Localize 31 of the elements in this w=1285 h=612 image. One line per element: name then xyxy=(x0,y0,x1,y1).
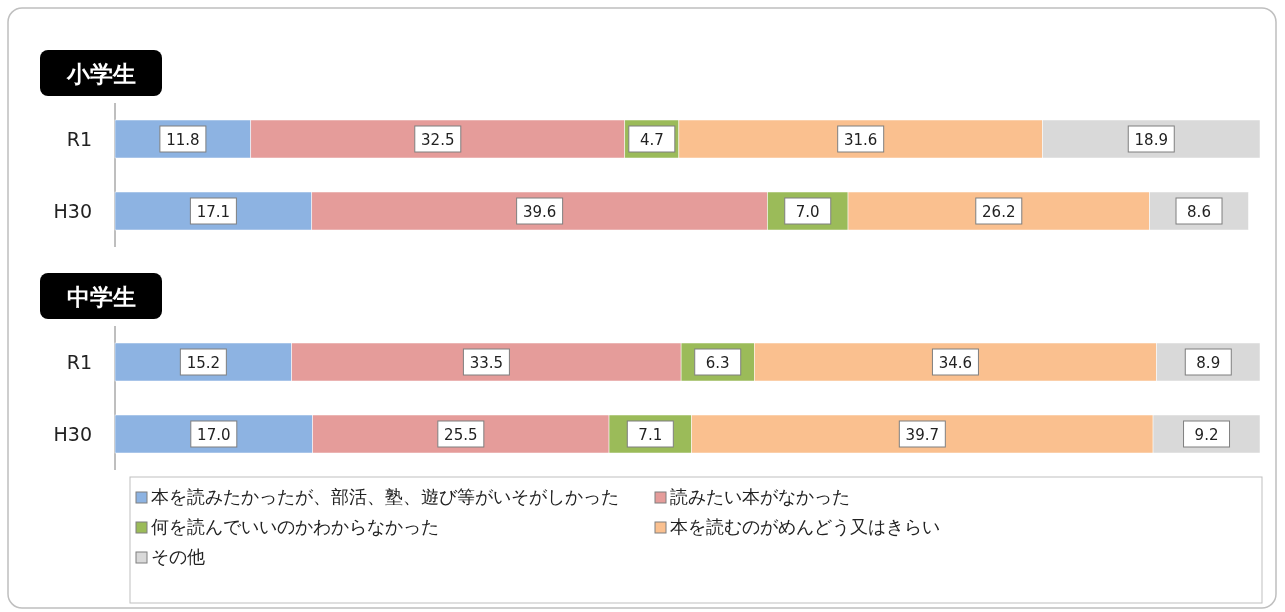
data-label: 34.6 xyxy=(938,354,973,372)
data-label: 39.7 xyxy=(905,426,940,444)
chart-title: 中学生 xyxy=(66,284,136,310)
data-label: 17.0 xyxy=(197,426,231,444)
data-label: 8.9 xyxy=(1196,354,1221,372)
data-label: 32.5 xyxy=(421,131,455,149)
data-label: 25.5 xyxy=(444,426,478,444)
data-label: 8.6 xyxy=(1187,203,1211,221)
data-label: 33.5 xyxy=(469,354,504,372)
chart-title: 小学生 xyxy=(65,61,136,87)
legend-label: 本を読みたかったが、部活、塾、遊び等がいそがしかった xyxy=(151,486,619,507)
legend-label: 本を読むのがめんどう又はきらい xyxy=(670,516,940,537)
legend-label: その他 xyxy=(151,546,205,567)
data-label: 7.0 xyxy=(795,203,820,221)
y-tick-label: R1 xyxy=(66,351,92,373)
data-label: 39.6 xyxy=(522,203,557,221)
y-tick-label: R1 xyxy=(66,128,92,150)
legend-label: 何を読んでいいのかわからなかった xyxy=(151,516,439,537)
data-label: 18.9 xyxy=(1134,131,1168,149)
data-label: 31.6 xyxy=(843,131,878,149)
y-tick-label: H30 xyxy=(53,200,92,222)
data-label: 9.2 xyxy=(1194,426,1219,444)
data-label: 17.1 xyxy=(196,203,231,221)
data-label: 11.8 xyxy=(166,131,200,149)
legend-label: 読みたい本がなかった xyxy=(670,486,850,507)
data-label: 4.7 xyxy=(639,131,664,149)
data-label: 15.2 xyxy=(186,354,221,372)
data-label: 26.2 xyxy=(982,203,1016,221)
data-label: 7.1 xyxy=(638,426,663,444)
y-tick-label: H30 xyxy=(53,423,92,445)
data-label: 6.3 xyxy=(705,354,730,372)
